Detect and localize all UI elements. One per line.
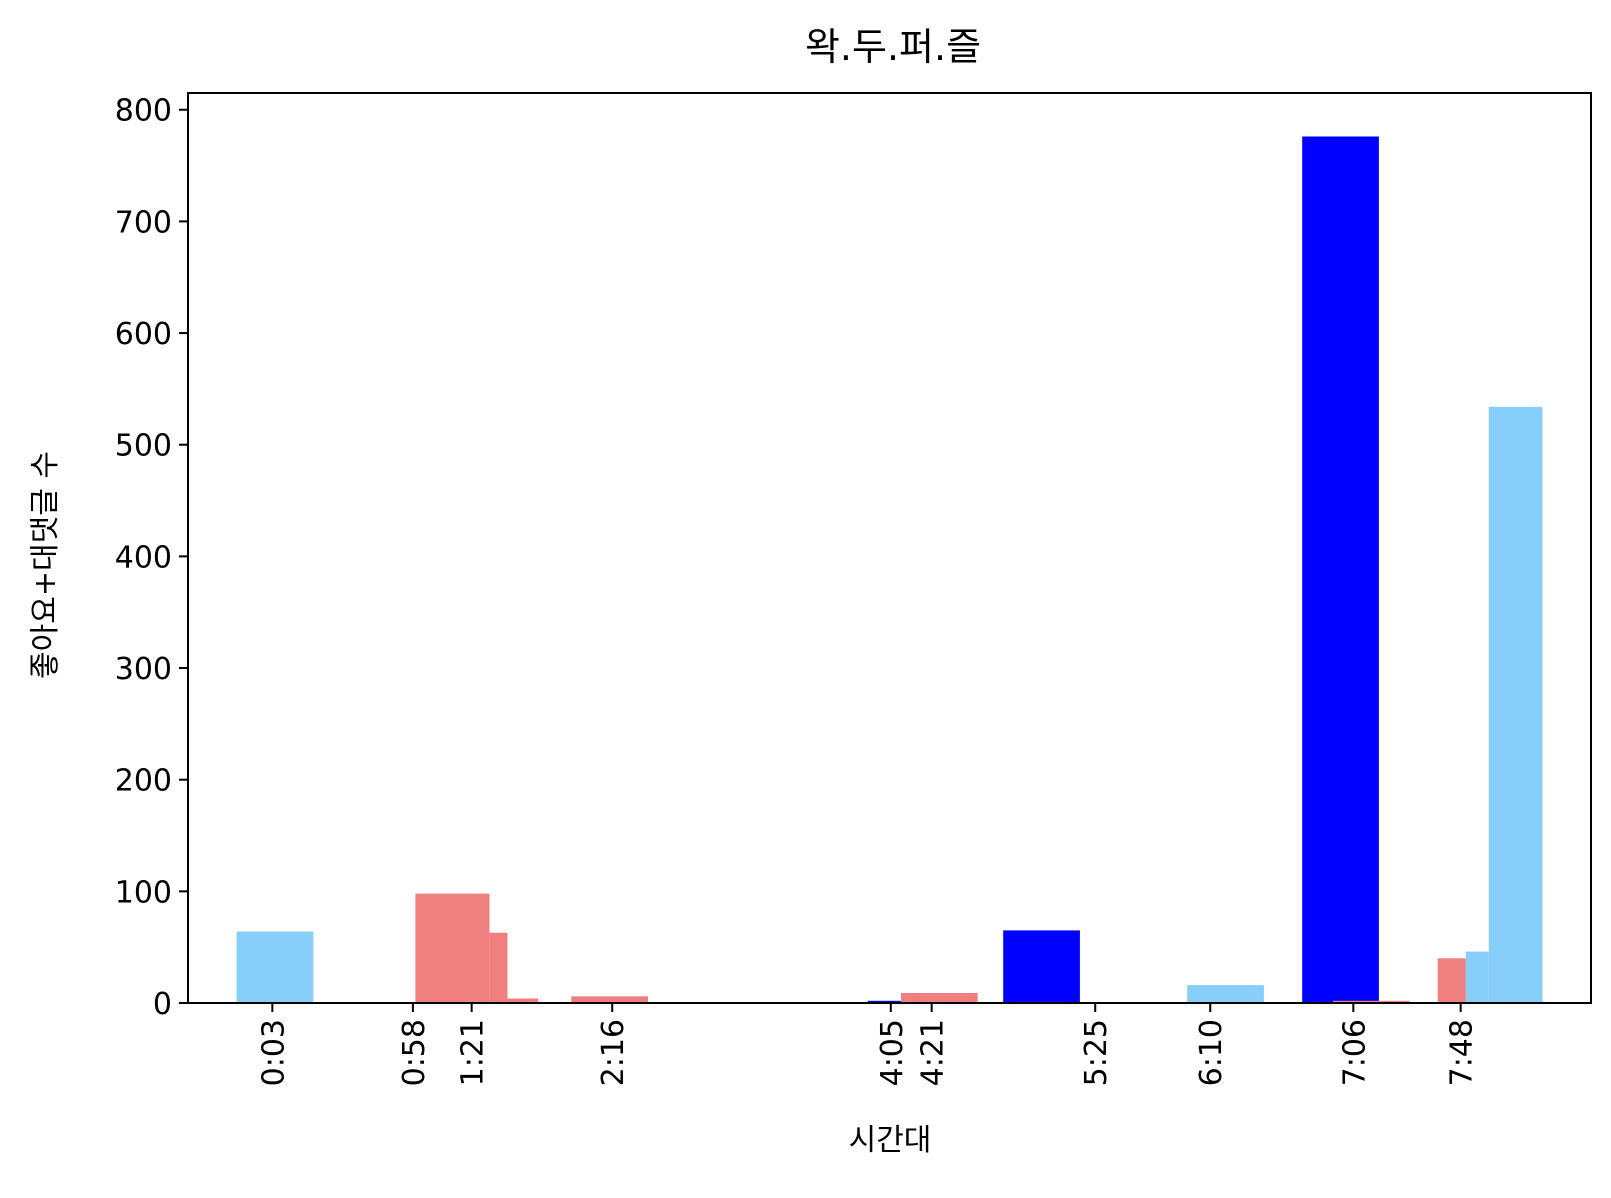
bar-8 bbox=[1187, 985, 1264, 1003]
bar-5 bbox=[867, 1000, 901, 1003]
plot-frame bbox=[187, 92, 1592, 1004]
y-tick-label: 0 bbox=[153, 987, 172, 1022]
chart-title: 왁.두.퍼.즐 bbox=[805, 25, 981, 69]
x-tick-label: 7:48 bbox=[1445, 1019, 1480, 1086]
y-tick-label: 800 bbox=[115, 94, 172, 129]
x-axis-label: 시간대 bbox=[849, 1123, 932, 1158]
x-tick-label: 0:58 bbox=[397, 1019, 432, 1086]
x-tick-label: 1:21 bbox=[456, 1019, 491, 1086]
bar-10 bbox=[1332, 1000, 1410, 1003]
axes-layer: 0 100 200 300 400 500 600 700 800 0:03 0:58 1:21 2:1… bbox=[115, 92, 1592, 1086]
y-tick-label: 100 bbox=[115, 875, 172, 910]
y-tick-label: 700 bbox=[115, 205, 172, 240]
bar-13 bbox=[1488, 406, 1543, 1003]
y-tick-label: 500 bbox=[115, 429, 172, 464]
bar-12 bbox=[1465, 951, 1489, 1003]
bars-layer bbox=[236, 136, 1543, 1003]
x-tick-label: 2:16 bbox=[596, 1019, 631, 1086]
bar-9 bbox=[1302, 136, 1379, 1003]
x-tick-label: 4:05 bbox=[875, 1019, 910, 1086]
bar-6 bbox=[901, 993, 978, 1003]
bar-3 bbox=[507, 998, 539, 1003]
y-tick-label: 300 bbox=[115, 652, 172, 687]
bar-7 bbox=[1003, 930, 1080, 1003]
x-tick-label: 6:10 bbox=[1194, 1019, 1229, 1086]
y-tick-label: 600 bbox=[115, 317, 172, 352]
y-axis-label: 좋아요+대댓글 수 bbox=[28, 451, 63, 679]
bar-1 bbox=[415, 893, 490, 1003]
x-tick-label: 7:06 bbox=[1337, 1019, 1372, 1086]
x-tick-label: 4:21 bbox=[916, 1019, 951, 1086]
y-tick-label: 200 bbox=[115, 764, 172, 799]
x-tick-label: 5:25 bbox=[1079, 1019, 1114, 1086]
bar-11 bbox=[1437, 958, 1466, 1003]
x-tick-label: 0:03 bbox=[256, 1019, 291, 1086]
bar-0 bbox=[236, 931, 314, 1003]
y-tick-label: 400 bbox=[115, 540, 172, 575]
bar-2 bbox=[489, 932, 508, 1003]
bar-4 bbox=[571, 996, 648, 1003]
